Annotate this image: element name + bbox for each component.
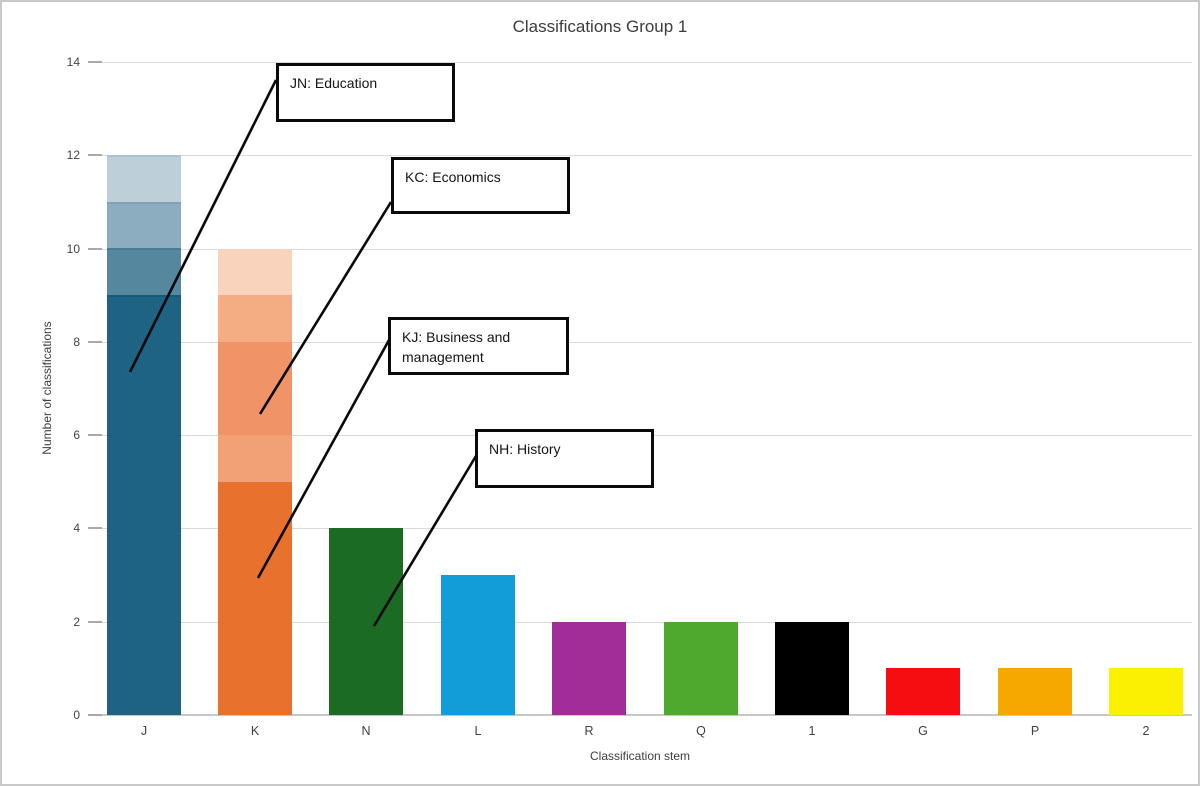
bar-segment-K-1 [218, 435, 292, 482]
bar-R [552, 621, 626, 715]
y-tick-mark-2 [88, 621, 102, 623]
y-tick-mark-4 [88, 527, 102, 529]
bar-segment-K-0 [218, 481, 292, 715]
bar-K [218, 248, 292, 715]
bar-segment-K-3 [218, 295, 292, 342]
bar-segment-2-0 [1109, 668, 1183, 715]
x-tick-label-K: K [250, 724, 260, 738]
bar-2 [1109, 668, 1183, 715]
y-tick-label-0: 0 [73, 708, 80, 722]
annotation-box-nh: NH: History [475, 429, 654, 488]
bar-segment-J-1 [107, 248, 181, 296]
chart-title: Classifications Group 1 [512, 17, 688, 36]
x-tick-label-P: P [1030, 724, 1040, 738]
bar-J [107, 155, 181, 715]
gridline-y-2 [88, 622, 1192, 623]
y-tick-mark-8 [88, 341, 102, 343]
gridline-y-10 [88, 249, 1192, 250]
bar-Q [664, 621, 738, 715]
gridline-y-12 [88, 155, 1192, 156]
bar-1 [775, 621, 849, 715]
x-axis-title: Classification stem [589, 749, 691, 763]
annotation-box-kc: KC: Economics [391, 157, 570, 214]
x-tick-label-L: L [474, 724, 482, 738]
bar-segment-G-0 [886, 668, 960, 715]
y-tick-label-12: 12 [66, 148, 80, 162]
y-tick-label-4: 4 [73, 521, 80, 535]
bar-L [441, 575, 515, 715]
bar-P [998, 668, 1072, 715]
x-tick-label-G: G [918, 724, 928, 738]
bar-G [886, 668, 960, 715]
bar-segment-J-0 [107, 295, 181, 715]
y-tick-mark-12 [88, 154, 102, 156]
x-tick-label-R: R [584, 724, 594, 738]
bar-segment-N-0 [329, 528, 403, 715]
bar-segment-K-2 [218, 341, 292, 436]
x-tick-label-2: 2 [1142, 724, 1150, 738]
annotation-label-kc: KC: Economics [405, 169, 501, 185]
x-tick-label-N: N [361, 724, 371, 738]
bar-segment-Q-0 [664, 621, 738, 715]
annotation-box-kj: KJ: Business and management [388, 317, 569, 375]
bar-segment-K-4 [218, 248, 292, 296]
gridline-y-8 [88, 342, 1192, 343]
y-tick-mark-6 [88, 434, 102, 436]
y-tick-mark-10 [88, 248, 102, 250]
gridline-y-4 [88, 528, 1192, 529]
y-tick-label-10: 10 [66, 242, 80, 256]
annotation-label-kj: KJ: Business and management [402, 329, 511, 365]
gridline-y-14 [88, 62, 1192, 63]
bar-segment-R-0 [552, 621, 626, 715]
bar-segment-P-0 [998, 668, 1072, 715]
x-tick-label-J: J [140, 724, 148, 738]
x-tick-label-1: 1 [808, 724, 816, 738]
bar-segment-L-0 [441, 575, 515, 715]
bar-segment-J-2 [107, 201, 181, 249]
annotation-label-jn: JN: Education [290, 75, 378, 91]
y-tick-label-2: 2 [73, 615, 80, 629]
bar-N [329, 528, 403, 715]
y-tick-mark-14 [88, 61, 102, 63]
gridline-y-0 [88, 714, 1192, 716]
y-tick-mark-0 [88, 714, 102, 716]
y-tick-label-14: 14 [66, 55, 80, 69]
y-tick-label-8: 8 [73, 335, 80, 349]
annotation-label-nh: NH: History [489, 441, 561, 457]
bar-segment-J-3 [107, 155, 181, 202]
bar-segment-1-0 [775, 621, 849, 715]
annotation-box-jn: JN: Education [276, 63, 455, 122]
x-tick-label-Q: Q [696, 724, 706, 738]
y-tick-label-6: 6 [73, 428, 80, 442]
